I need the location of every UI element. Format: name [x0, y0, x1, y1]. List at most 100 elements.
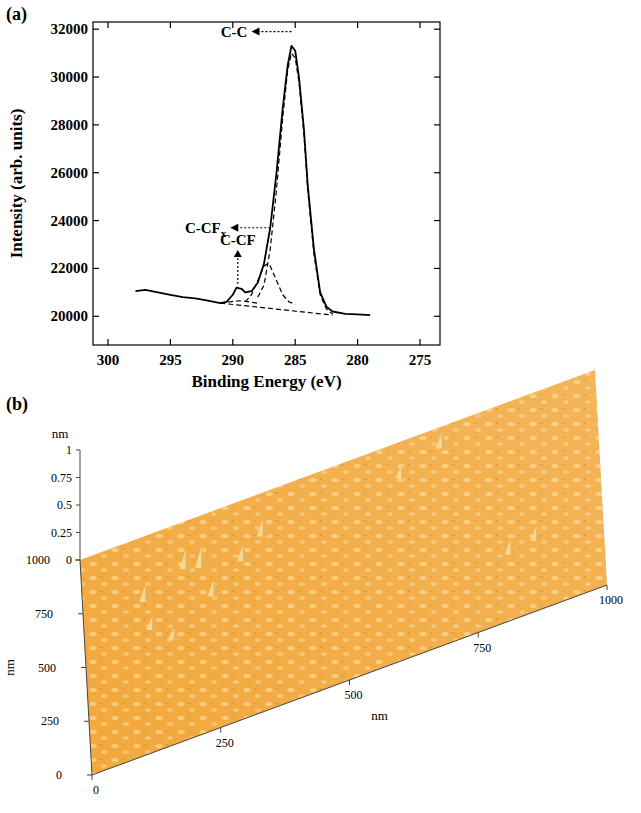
z-tick-label: 0: [66, 553, 72, 567]
peak: [139, 585, 151, 602]
y-tick-label: 26000: [51, 165, 89, 181]
peak-shade: [263, 520, 269, 537]
peak: [207, 581, 219, 596]
peak-cone: [139, 585, 151, 602]
y-tick-label: 1000: [26, 553, 50, 567]
y-tick: [93, 124, 99, 125]
peak-cone: [505, 539, 517, 554]
x-tick: [419, 339, 420, 345]
y-axis-title: Intensity (arb. units): [7, 109, 26, 259]
peak-shade: [536, 527, 542, 541]
x-tick: [170, 22, 171, 28]
x-tick-label: 250: [216, 736, 234, 750]
annotation-line: [237, 227, 270, 228]
arrow-head: [251, 28, 259, 36]
surface-texture: [80, 370, 607, 775]
y-tick-label: 250: [41, 714, 59, 728]
component-curve: [220, 303, 332, 315]
x-tick: [419, 22, 420, 28]
x-tick-label: 300: [97, 352, 120, 368]
arrow-head: [230, 224, 238, 232]
x-tick-label: 750: [473, 641, 491, 655]
component-curve: [220, 301, 257, 303]
z-tick: [76, 560, 80, 561]
y-tick: [434, 172, 440, 173]
y-tick-label: 32000: [51, 21, 89, 37]
x-tick: [295, 339, 296, 345]
y-tick: [434, 29, 440, 30]
x-tick: [92, 775, 93, 780]
peak-shade: [442, 432, 448, 449]
annotation-text: C-C: [221, 24, 248, 40]
y-tick: [434, 124, 440, 125]
x-tick: [220, 728, 221, 733]
peak-cone: [395, 466, 407, 479]
annotation-line: [237, 256, 238, 284]
y-tick: [78, 613, 83, 614]
y-tick-label: 750: [35, 607, 53, 621]
peak-cone: [436, 432, 448, 449]
annotation: C-CF: [220, 232, 256, 284]
component-curve: [258, 53, 333, 314]
peak: [436, 432, 448, 449]
y-tick: [434, 268, 440, 269]
x-tick: [107, 22, 108, 28]
peak-shade: [174, 629, 180, 640]
x-tick-label: 500: [345, 688, 363, 702]
peak-shade: [243, 545, 249, 562]
y-tick-label: 0: [56, 768, 62, 782]
peak: [237, 545, 249, 562]
panel-label: (a): [6, 4, 27, 25]
peak: [505, 539, 517, 554]
x-tick-label: 0: [93, 783, 99, 797]
peak-shade: [401, 466, 407, 479]
z-tick-label: 0.75: [51, 471, 72, 485]
y-tick-label: 28000: [51, 117, 89, 133]
arrow-head: [234, 250, 242, 257]
y-tick: [87, 775, 92, 776]
z-axis-title: nm: [52, 426, 69, 441]
y-tick-label: 22000: [51, 260, 89, 276]
peak-cone: [168, 629, 180, 640]
x-tick: [357, 22, 358, 28]
y-tick: [75, 560, 80, 561]
peak-cone: [237, 545, 249, 562]
y-tick-label: 24000: [51, 213, 89, 229]
y-tick-label: 500: [38, 661, 56, 675]
plot-frame: [93, 22, 440, 345]
y-tick: [434, 76, 440, 77]
x-tick: [232, 339, 233, 345]
x-tick-label: 290: [222, 352, 245, 368]
y-tick: [84, 721, 89, 722]
surface: [80, 370, 607, 775]
x-tick: [349, 680, 350, 685]
peak: [395, 466, 407, 479]
annotation-line: [258, 31, 291, 32]
annotation: C-C: [221, 24, 292, 40]
panel-a: (a)3002952902852802752000022000240002600…: [6, 4, 440, 391]
x-tick-label: 295: [159, 352, 182, 368]
peak: [168, 629, 180, 640]
z-tick-label: 0.25: [51, 526, 72, 540]
y-tick: [434, 316, 440, 317]
peak-shade: [152, 617, 158, 630]
peak-cone: [530, 527, 542, 541]
y-tick: [93, 172, 99, 173]
z-tick: [76, 505, 80, 506]
x-tick-label: 1000: [599, 593, 623, 607]
y-axis-line: [80, 560, 92, 775]
annotation-main: C-CF: [220, 232, 256, 248]
panel-b: (b) 0 250 500 750 1000 nm 0 250 500 750 1000 nm 0 0.25…: [2, 370, 623, 797]
peak-shade: [213, 581, 219, 596]
z-tick: [76, 532, 80, 533]
panel-label: (b): [6, 394, 28, 415]
peak-cone: [257, 520, 269, 537]
y-axis-title: nm: [2, 659, 17, 676]
x-tick: [107, 339, 108, 345]
peak: [195, 546, 207, 568]
z-tick: [76, 477, 80, 478]
x-axis-line: [92, 585, 607, 775]
x-tick: [170, 339, 171, 345]
peak-cone: [195, 546, 207, 568]
z-tick: [76, 450, 80, 451]
